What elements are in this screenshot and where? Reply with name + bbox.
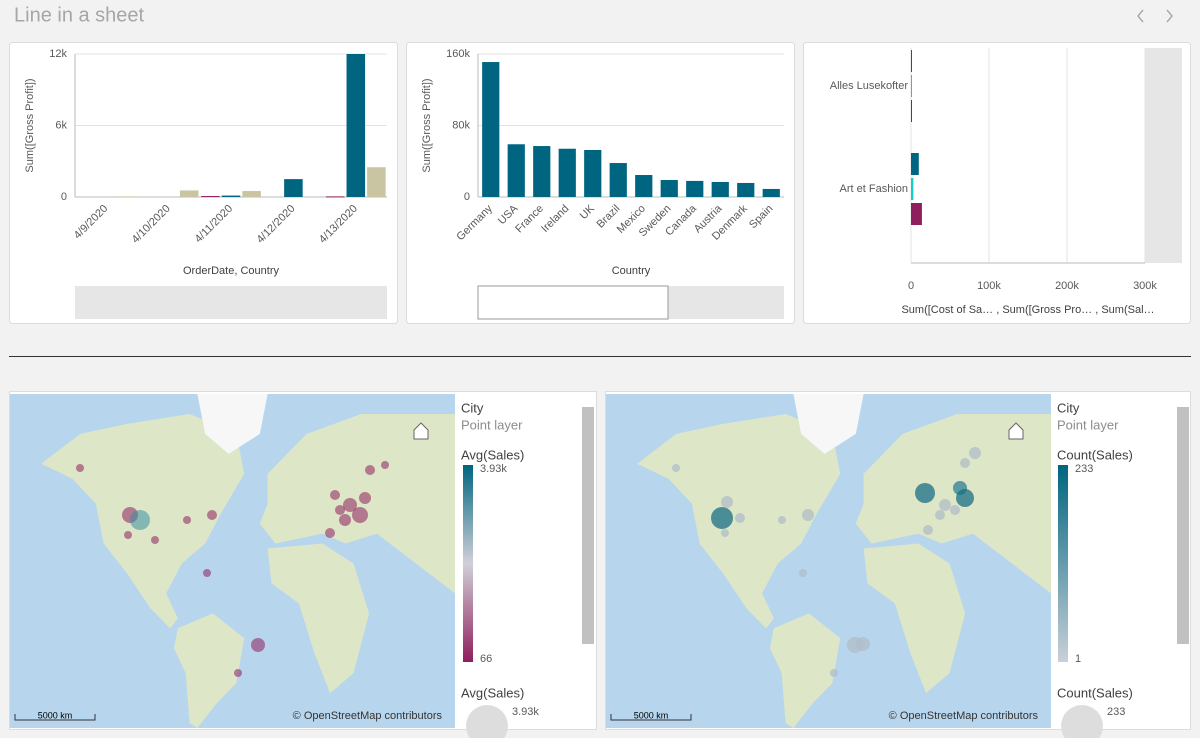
bar [284,179,303,197]
bar [686,180,704,197]
chart-panel[interactable] [803,42,1191,324]
size-legend-max: 233 [1107,706,1125,718]
legend-title: City [461,400,484,415]
bar [911,178,914,200]
bar [346,54,366,197]
y-tick-label: 80k [452,119,470,131]
home-button[interactable] [413,422,429,440]
bar [367,167,386,197]
bar [242,191,261,197]
legend-layer: Point layer [461,417,523,432]
bar [117,196,137,198]
bar [507,144,525,197]
y-tick-label: 0 [464,191,470,203]
minimap[interactable] [1145,48,1182,263]
scale-label: 5000 km [634,710,669,720]
legend-max: 233 [1075,463,1093,475]
city-points [672,447,981,677]
color-legend [463,465,473,662]
bar [711,181,729,197]
x-tick-label: 200k [1055,280,1079,292]
prev-button[interactable] [1137,9,1144,23]
bar [911,100,912,122]
minimap-window[interactable] [477,285,669,320]
size-legend-title: Avg(Sales) [461,685,524,700]
legend-measure: Count(Sales) [1057,447,1133,462]
scale-bar [14,714,96,721]
bar [660,180,678,197]
legend-min: 1 [1075,653,1081,665]
x-axis-title: OrderDate, Country [183,265,279,277]
bar [533,146,551,197]
bar [911,153,919,175]
bar [911,75,912,97]
y-axis-title: Sum([Gross Profit]) [24,78,36,172]
x-axis-title: Sum([Cost of Sa… , Sum([Gross Pro… , Sum… [901,304,1154,316]
scale-bar [610,714,692,721]
legend-min: 66 [480,653,492,665]
attribution: © OpenStreetMap contributors [293,710,443,722]
size-legend-max: 3.93k [512,706,539,718]
minimap[interactable] [75,286,387,319]
y-tick-label: 6k [55,119,67,131]
y-tick-label: 160k [446,48,470,60]
bar [635,175,653,197]
size-legend [466,705,508,738]
y-tick-label: Art et Fashion [840,183,908,195]
city-points [76,461,389,677]
chart-panel[interactable] [9,42,398,324]
home-button[interactable] [1008,422,1024,440]
attribution: © OpenStreetMap contributors [889,710,1039,722]
size-legend-title: Count(Sales) [1057,685,1133,700]
x-tick-label: 0 [908,280,914,292]
bar [584,149,602,197]
bar [201,196,220,198]
bar [325,196,345,198]
bar [762,188,780,197]
map[interactable] [606,394,1051,728]
legend-layer: Point layer [1057,417,1119,432]
scrollbar[interactable] [1177,407,1189,644]
bar [737,182,755,197]
y-tick-label: 12k [49,48,67,60]
legend-title: City [1057,400,1080,415]
y-tick-label: Alles Lusekofter [830,80,909,92]
y-tick-label: 0 [61,191,67,203]
bar [558,148,576,197]
size-legend [1061,705,1103,738]
x-tick-label: 100k [977,280,1001,292]
legend-measure: Avg(Sales) [461,447,524,462]
map[interactable] [10,394,455,728]
bar [179,190,199,197]
legend-max: 3.93k [480,463,507,475]
sheet-title: Line in a sheet [14,4,145,26]
bar [221,195,241,197]
scrollbar[interactable] [582,407,594,644]
x-tick-label: 300k [1133,280,1157,292]
next-button[interactable] [1166,9,1173,23]
y-axis-title: Sum([Gross Profit]) [421,78,433,172]
scale-label: 5000 km [38,710,73,720]
bar [609,163,627,197]
x-axis-title: Country [612,265,651,277]
color-legend [1058,465,1068,662]
bar [911,203,922,225]
bar [911,50,912,72]
bar [482,62,500,198]
